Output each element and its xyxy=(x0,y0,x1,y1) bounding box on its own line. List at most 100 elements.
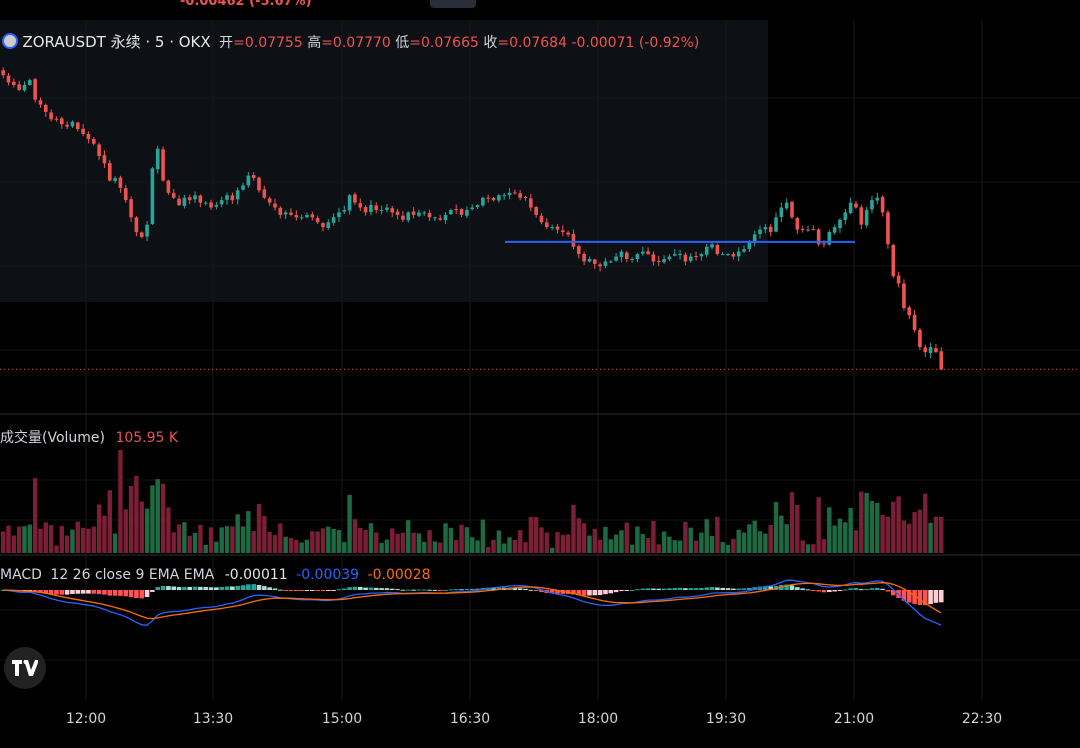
macd-hist-bar xyxy=(933,590,939,603)
volume-title[interactable]: 成交量(Volume) xyxy=(0,430,105,446)
volume-bar xyxy=(907,523,912,553)
volume-bar xyxy=(608,539,613,553)
candle-body xyxy=(427,212,432,218)
time-tick-label: 19:30 xyxy=(706,711,746,727)
candle-body xyxy=(774,217,778,232)
volume-bar xyxy=(491,539,496,553)
candle-body xyxy=(710,244,714,248)
volume-bar xyxy=(262,516,267,553)
candle-body xyxy=(107,163,112,181)
macd-histogram xyxy=(0,584,944,606)
main-legend: ZORAUSDT 永续 · 5 · OKX 开=0.07755 高=0.0777… xyxy=(2,31,699,52)
candle-body xyxy=(555,226,560,230)
macd-hist-bar xyxy=(123,590,129,597)
tradingview-logo[interactable] xyxy=(4,647,46,689)
macd-hist-bar xyxy=(278,589,283,591)
symbol-label[interactable]: ZORAUSDT 永续 · 5 · OKX xyxy=(22,33,211,51)
macd-hist-bar xyxy=(288,590,294,591)
macd-title[interactable]: MACD xyxy=(0,567,42,583)
macd-hist-bar xyxy=(171,586,177,590)
candle-body xyxy=(395,211,400,215)
volume-bar xyxy=(320,528,326,553)
volume-bar xyxy=(91,526,96,553)
macd-hist-bar xyxy=(683,588,688,590)
macd-hist-bar xyxy=(102,590,107,595)
volume-bar xyxy=(928,522,933,553)
high-label: 高 xyxy=(307,35,322,51)
candle-body xyxy=(214,205,219,207)
macd-hist-bar xyxy=(832,590,837,592)
volume-bar xyxy=(80,527,86,553)
macd-hist-bar xyxy=(75,590,81,594)
volume-bar xyxy=(661,531,667,553)
volume-bar xyxy=(507,537,512,553)
volume-bar xyxy=(246,511,251,553)
candle-body xyxy=(667,256,672,260)
volume-bar xyxy=(613,534,619,553)
macd-hist-bar xyxy=(251,584,256,590)
volume-bar xyxy=(581,523,587,553)
time-tick-label: 15:00 xyxy=(322,711,362,727)
volume-bar xyxy=(709,535,715,553)
volume-bar xyxy=(795,504,800,553)
volume-bar xyxy=(219,527,224,553)
macd-hist-bar xyxy=(747,587,752,590)
macd-hist-bar xyxy=(555,590,560,594)
volume-bar xyxy=(464,527,470,553)
macd-hist-bar xyxy=(336,589,342,591)
candle-body xyxy=(912,314,917,331)
volume-bar xyxy=(128,485,134,553)
macd-hist-bar xyxy=(373,587,379,590)
volume-bar xyxy=(347,494,352,553)
candle-body xyxy=(534,207,538,215)
volume-bar xyxy=(779,515,784,553)
candle-body xyxy=(699,254,704,257)
volume-bar xyxy=(6,525,11,553)
macd-hist-bar xyxy=(203,586,209,590)
time-tick-label: 13:30 xyxy=(193,711,233,727)
volume-bar xyxy=(299,542,304,553)
interval-selected-pill[interactable] xyxy=(430,0,476,8)
volume-bar xyxy=(384,539,390,553)
candle-body xyxy=(187,197,192,201)
macd-hist-bar xyxy=(427,589,432,591)
macd-hist-bar xyxy=(624,590,630,591)
macd-hist-bar xyxy=(208,587,214,590)
macd-hist-bar xyxy=(576,590,582,596)
candle-body xyxy=(113,178,117,181)
volume-bar xyxy=(278,523,283,553)
volume-bar xyxy=(523,542,528,553)
macd-hist-bar xyxy=(629,589,635,591)
volume-bar xyxy=(59,525,64,553)
candle-body xyxy=(896,275,901,284)
candle-body xyxy=(640,251,645,254)
macd-hist-bar xyxy=(54,590,59,595)
macd-hist-bar xyxy=(310,590,315,591)
macd-hist-bar xyxy=(134,590,139,599)
candle-body xyxy=(337,212,341,218)
macd-hist-bar xyxy=(27,590,33,591)
candle-body xyxy=(401,215,405,220)
candle-body xyxy=(545,222,549,228)
volume-bar xyxy=(821,539,827,553)
macd-hist-bar xyxy=(704,587,710,590)
candle-body xyxy=(363,207,368,213)
candle-body xyxy=(161,149,165,181)
volume-bar xyxy=(358,527,363,553)
candle-body xyxy=(928,347,933,354)
candle-body xyxy=(731,253,736,257)
macd-hist-bar xyxy=(283,590,288,591)
volume-bar xyxy=(171,532,176,553)
chart-background-shade xyxy=(0,20,768,302)
candle-body xyxy=(918,329,922,348)
macd-hist-bar xyxy=(368,587,374,590)
macd-hist-bar xyxy=(341,588,347,590)
candle-body xyxy=(683,254,688,262)
candle-body xyxy=(592,259,597,264)
macd-hist-bar xyxy=(512,587,518,590)
tradingview-logo-icon xyxy=(12,660,38,676)
candle-body xyxy=(939,351,944,370)
candle-body xyxy=(790,201,794,218)
volume-bar xyxy=(411,532,416,553)
